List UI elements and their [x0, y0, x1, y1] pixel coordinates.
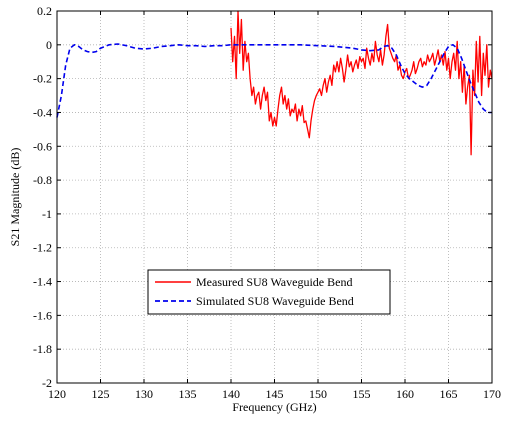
legend: Measured SU8 Waveguide Bend Simulated SU… — [147, 269, 391, 315]
y-tick-label: -0.8 — [33, 173, 52, 187]
x-tick-label: 140 — [222, 387, 240, 401]
y-tick-label: -1.6 — [33, 308, 52, 322]
y-tick-label: -2 — [42, 376, 52, 390]
x-tick-label: 160 — [396, 387, 414, 401]
y-tick-label: 0.2 — [37, 4, 52, 18]
legend-label-measured: Measured SU8 Waveguide Bend — [196, 275, 352, 289]
y-tick-label: -1 — [42, 207, 52, 221]
x-tick-label: 165 — [440, 387, 458, 401]
y-tick-label: -0.2 — [33, 72, 52, 86]
y-tick-label: -1.4 — [33, 275, 52, 289]
y-tick-label: -1.2 — [33, 241, 52, 255]
measured-series-line — [230, 10, 493, 156]
x-axis-label: Frequency (GHz) — [232, 400, 316, 414]
ticks: 120 125 130 135 140 145 150 155 160 165 170 0.2 0 -0.… — [33, 4, 501, 401]
x-tick-label: 130 — [135, 387, 153, 401]
x-tick-label: 150 — [309, 387, 327, 401]
y-axis-label: S21 Magnitude (dB) — [8, 148, 22, 247]
x-tick-label: 145 — [266, 387, 284, 401]
y-tick-label: -1.8 — [33, 342, 52, 356]
y-tick-label: -0.4 — [33, 105, 52, 119]
y-tick-label: -0.6 — [33, 139, 52, 153]
legend-box — [147, 269, 391, 315]
y-tick-label: 0 — [46, 38, 52, 52]
x-tick-label: 125 — [92, 387, 110, 401]
legend-label-simulated: Simulated SU8 Waveguide Bend — [196, 294, 354, 308]
x-tick-label: 155 — [353, 387, 371, 401]
x-tick-label: 170 — [483, 387, 501, 401]
series-layer — [56, 10, 493, 156]
simulated-series-line — [56, 43, 492, 118]
x-tick-label: 120 — [48, 387, 66, 401]
x-tick-label: 135 — [179, 387, 197, 401]
